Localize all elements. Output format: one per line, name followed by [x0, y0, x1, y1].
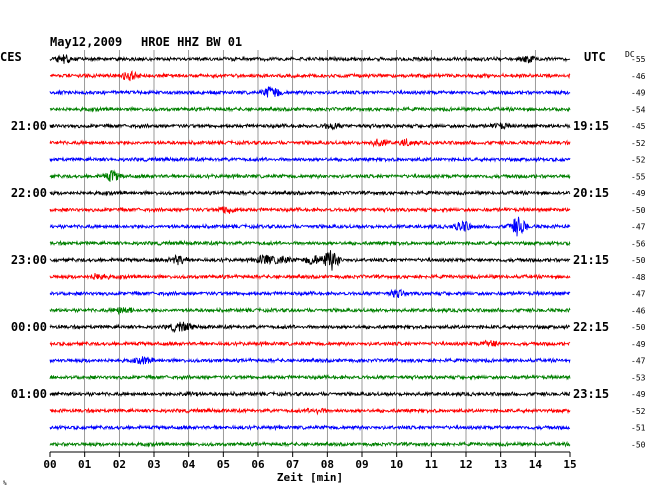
dc-offset-label: -55 [631, 172, 646, 181]
left-time-label: 00:00 [11, 320, 47, 334]
trace-row-20 [49, 390, 571, 398]
x-tick-label: 02 [113, 458, 126, 471]
dc-offset-label: -47 [631, 357, 646, 366]
dc-offset-label: -50 [631, 206, 646, 215]
trace-row-22 [49, 424, 571, 432]
x-tick-label: 07 [286, 458, 299, 471]
x-tick-label: 05 [217, 458, 230, 471]
trace-row-0 [49, 54, 571, 64]
trace-row-15 [49, 306, 571, 316]
x-tick-label: 01 [78, 458, 92, 471]
x-tick-label: 15 [563, 458, 576, 471]
dc-offset-label: -46 [631, 72, 646, 81]
x-tick-label: 06 [251, 458, 265, 471]
x-tick-label: 12 [459, 458, 472, 471]
x-tick-label: 09 [355, 458, 368, 471]
trace-row-11 [49, 239, 571, 247]
trace-row-12 [49, 250, 571, 271]
x-tick-label: 13 [494, 458, 507, 471]
dc-offset-label: -55 [631, 55, 646, 64]
trace-row-23 [49, 440, 571, 448]
dc-offset-label: -54 [631, 105, 646, 114]
date-label: May12,2009 [50, 35, 123, 49]
x-tick-label: 14 [529, 458, 543, 471]
right-time-label: 19:15 [573, 119, 609, 133]
label-layer: 00 01 02 03 04 05 06 07 08 09 10 11 12 13 14 15 Zeit [mi… [11, 55, 646, 484]
dc-offset-label: -45 [631, 122, 646, 131]
x-tick-label: 00 [43, 458, 56, 471]
x-tick-label: 04 [182, 458, 196, 471]
dc-offset-label: -49 [631, 189, 646, 198]
grid-layer [49, 50, 571, 457]
corner-mark: % [3, 480, 7, 487]
dc-offset-label: -50 [631, 440, 646, 449]
trace-row-17 [49, 339, 571, 348]
dc-offset-label: -50 [631, 256, 646, 265]
dc-offset-label: -50 [631, 323, 646, 332]
x-axis-label: Zeit [min] [277, 471, 343, 484]
trace-row-16 [49, 321, 571, 334]
dc-offset-label: -49 [631, 390, 646, 399]
trace-row-7 [49, 169, 571, 182]
dc-offset-label: -46 [631, 306, 646, 315]
dc-offset-label: -47 [631, 223, 646, 232]
dc-offset-label: -52 [631, 156, 646, 165]
trace-row-13 [49, 273, 571, 281]
right-timezone-label: UTC [584, 50, 606, 64]
trace-row-6 [49, 155, 571, 163]
left-time-label: 23:00 [11, 253, 47, 267]
dc-offset-label: -49 [631, 340, 646, 349]
trace-row-19 [49, 373, 571, 381]
dc-offset-label: -47 [631, 290, 646, 299]
right-time-label: 23:15 [573, 387, 609, 401]
dc-offset-label: -48 [631, 273, 646, 282]
dc-offset-label: -53 [631, 373, 646, 382]
trace-row-9 [49, 206, 571, 215]
x-tick-label: 11 [425, 458, 439, 471]
trace-row-5 [49, 138, 571, 148]
trace-layer [49, 54, 571, 448]
trace-row-1 [49, 70, 571, 82]
trace-row-10 [49, 216, 571, 237]
left-time-label: 21:00 [11, 119, 47, 133]
trace-row-18 [49, 356, 571, 365]
right-time-label: 22:15 [573, 320, 609, 334]
dc-offset-label: -56 [631, 239, 646, 248]
trace-row-8 [49, 189, 571, 197]
trace-row-4 [49, 122, 571, 131]
dc-offset-label: -52 [631, 139, 646, 148]
left-time-label: 22:00 [11, 186, 47, 200]
station-label: HROE HHZ BW 01 [141, 35, 243, 49]
dc-offset-label: -52 [631, 407, 646, 416]
x-tick-label: 08 [321, 458, 334, 471]
trace-row-14 [49, 288, 571, 298]
dc-offset-label: -51 [631, 424, 646, 433]
dc-offset-label: -49 [631, 89, 646, 98]
x-tick-label: 10 [390, 458, 403, 471]
left-timezone-label: CES [0, 50, 22, 64]
right-time-label: 20:15 [573, 186, 609, 200]
left-time-label: 01:00 [11, 387, 47, 401]
trace-row-3 [49, 105, 571, 113]
right-time-label: 21:15 [573, 253, 609, 267]
dc-label: DC [625, 50, 635, 59]
trace-row-21 [49, 407, 571, 416]
x-tick-label: 03 [147, 458, 160, 471]
trace-row-2 [49, 86, 571, 98]
